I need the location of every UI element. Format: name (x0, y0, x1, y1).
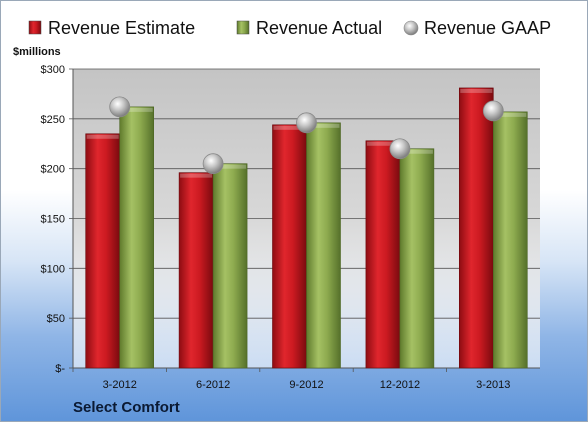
bar-highlight (494, 112, 527, 117)
bar-revenue-estimate (365, 140, 401, 369)
x-tick-label: 3-2012 (103, 379, 137, 391)
y-tick-label: $50 (47, 313, 65, 325)
legend-label: Revenue Actual (256, 18, 382, 38)
bar-highlight (400, 149, 433, 154)
company-label: Select Comfort (73, 399, 180, 416)
bar-highlight (307, 123, 340, 128)
y-tick-label: $300 (41, 64, 65, 76)
bar-highlight (86, 134, 119, 139)
y-tick-label: $150 (41, 214, 65, 226)
bar-revenue-actual (399, 148, 435, 369)
bar-revenue-estimate (85, 133, 120, 369)
legend-label: Revenue Estimate (48, 18, 195, 38)
bar-revenue-actual (492, 111, 528, 369)
y-tick-label: $250 (41, 114, 65, 126)
bar-highlight (273, 125, 306, 130)
marker-revenue-gaap (109, 96, 131, 118)
legend-swatch (236, 20, 250, 35)
y-tick-label: $200 (41, 164, 65, 176)
y-tick-label: $- (55, 363, 65, 375)
bar-highlight (214, 164, 247, 169)
bar-highlight (120, 107, 153, 112)
bar-highlight (460, 88, 493, 93)
legend-swatch (403, 20, 419, 36)
x-tick-label: 6-2012 (196, 379, 230, 391)
bar-revenue-actual (306, 122, 341, 369)
marker-revenue-gaap (389, 138, 411, 160)
x-tick-label: 3-2013 (476, 379, 510, 391)
bar-revenue-estimate (178, 172, 214, 369)
y-tick-label: $100 (41, 263, 65, 275)
x-tick-label: 12-2012 (380, 379, 420, 391)
bar-revenue-estimate (272, 124, 307, 369)
marker-revenue-gaap (482, 100, 504, 122)
legend-label: Revenue GAAP (424, 18, 551, 38)
bar-revenue-actual (212, 163, 248, 369)
legend-swatch (28, 20, 42, 35)
bar-revenue-estimate (458, 87, 494, 369)
marker-revenue-gaap (202, 153, 224, 175)
bar-revenue-actual (119, 106, 154, 369)
marker-revenue-gaap (296, 112, 317, 134)
x-tick-label: 9-2012 (289, 379, 323, 391)
units-label: $millions (13, 46, 61, 58)
bar-highlight (180, 173, 213, 178)
bar-highlight (366, 141, 399, 146)
